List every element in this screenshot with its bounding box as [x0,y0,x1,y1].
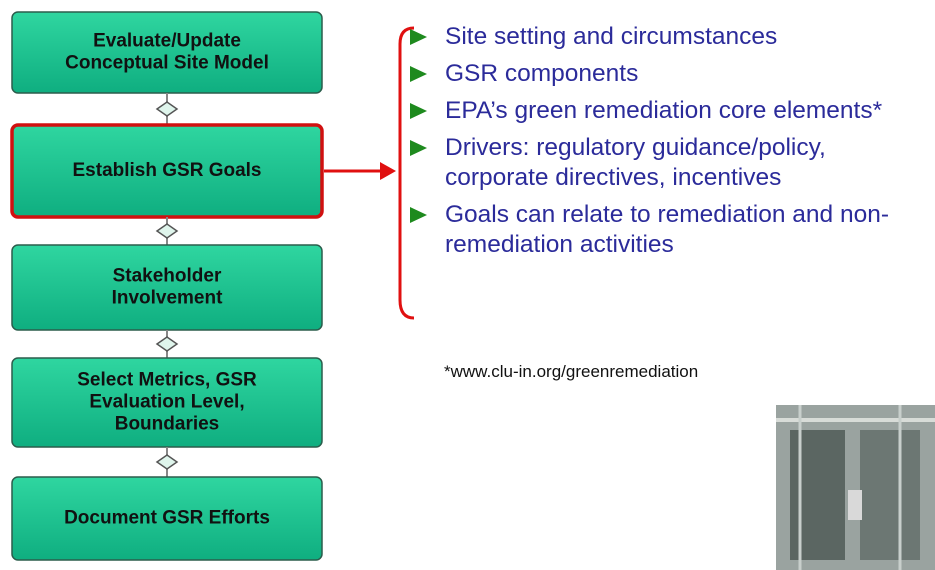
step-label: Select Metrics, GSR [77,370,257,391]
step-label: Boundaries [115,414,220,435]
step-label: Establish GSR Goals [73,160,262,181]
decision-diamond [157,337,177,351]
bullet-item: Goals can relate to remediation and non-… [408,200,928,260]
step-label: Evaluation Level, [89,392,244,413]
step-label: Document GSR Efforts [64,508,270,529]
bullet-item: Drivers: regulatory guidance/policy, cor… [408,133,928,193]
slide: Evaluate/UpdateConceptual Site Model Esta… [0,0,935,570]
step-label: Stakeholder [113,266,222,287]
bullet-item: GSR components [408,59,928,89]
decision-diamond [157,224,177,238]
step-label: Involvement [112,288,224,309]
bullet-item: Site setting and circumstances [408,22,928,52]
decision-diamond [157,455,177,469]
decision-diamond [157,102,177,116]
step-label: Evaluate/Update [93,31,241,52]
bullet-list: Site setting and circumstances GSR compon… [408,22,928,267]
photo [776,405,935,570]
footnote: *www.clu-in.org/greenremediation [444,362,698,382]
step-label: Conceptual Site Model [65,53,269,74]
bullet-item: EPA’s green remediation core elements* [408,96,928,126]
arrow-head [380,162,396,180]
